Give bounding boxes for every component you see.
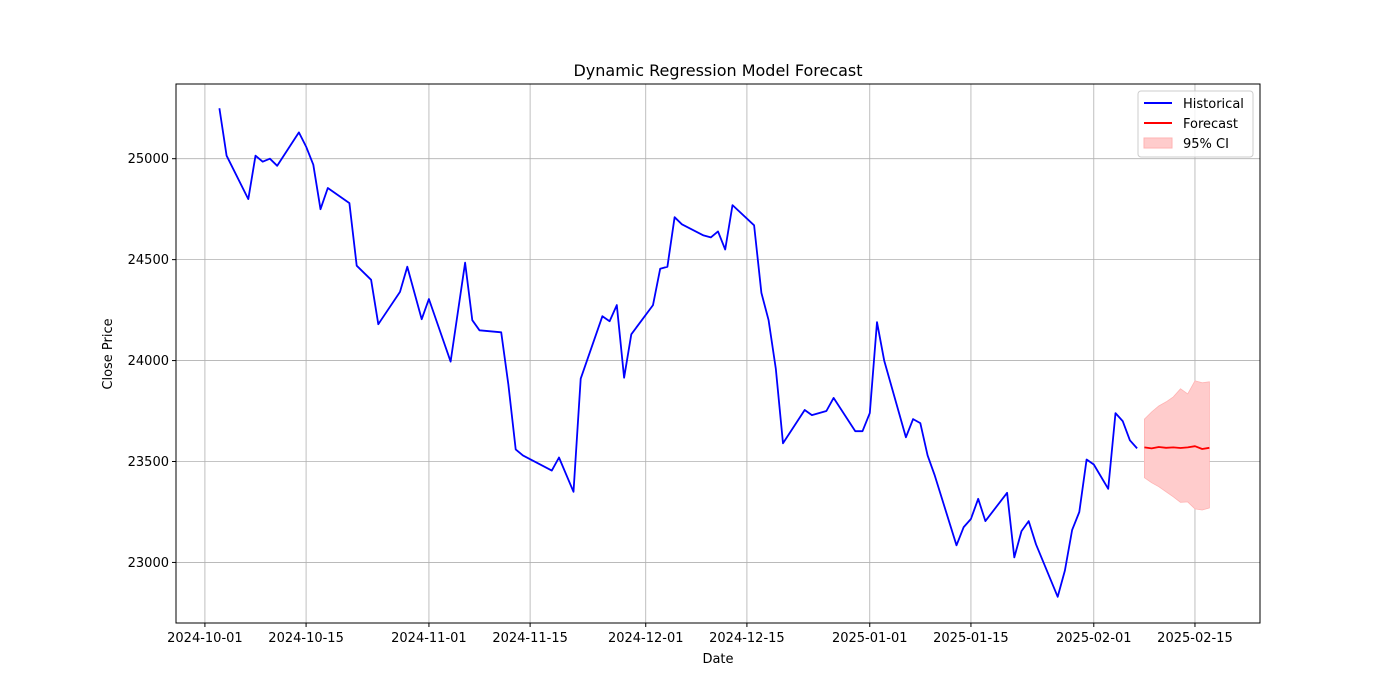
legend: Historical Forecast 95% CI	[1137, 90, 1254, 158]
y-tick-label: 23000	[128, 556, 169, 571]
x-tick-label: 2025-02-15	[1157, 631, 1233, 646]
historical-line	[218, 108, 1138, 598]
series-layer	[218, 108, 1210, 598]
forecast-line	[1144, 445, 1210, 450]
legend-ci-label: 95% CI	[1183, 137, 1229, 152]
x-tick-label: 2025-02-01	[1056, 631, 1132, 646]
x-tick-label: 2025-01-01	[832, 631, 908, 646]
legend-historical-label: Historical	[1183, 97, 1244, 112]
x-tick-label: 2024-12-01	[608, 631, 684, 646]
y-tick-label: 25000	[128, 152, 169, 167]
y-axis-label: Close Price	[101, 318, 116, 389]
x-tick-label: 2024-12-15	[709, 631, 785, 646]
x-axis-label: Date	[702, 652, 733, 667]
x-tick-label: 2024-10-01	[167, 631, 243, 646]
x-tick-label: 2025-01-15	[933, 631, 1009, 646]
x-tick-label: 2024-10-15	[268, 631, 344, 646]
x-tick-label: 2024-11-15	[492, 631, 568, 646]
y-tick-label: 24500	[128, 253, 169, 268]
ci-band	[1144, 380, 1210, 511]
x-tick-label: 2024-11-01	[391, 631, 467, 646]
plot-frame	[175, 83, 1261, 624]
legend-ci-swatch	[1143, 137, 1173, 149]
tick-layer: 2024-10-01 2024-10-15 2024-11-01 2024-11-15…	[128, 152, 1233, 646]
grid-layer	[176, 84, 1260, 623]
y-tick-label: 24000	[128, 354, 169, 369]
legend-forecast-label: Forecast	[1183, 117, 1238, 132]
chart-title: Dynamic Regression Model Forecast	[573, 61, 862, 80]
y-tick-label: 23500	[128, 455, 169, 470]
ci-layer	[1144, 380, 1210, 511]
